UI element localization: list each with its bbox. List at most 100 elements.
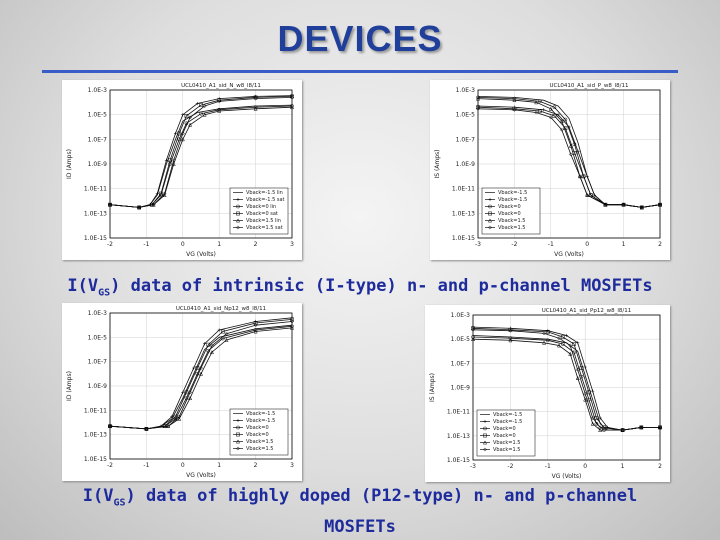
legend-marker — [235, 439, 241, 444]
data-point — [658, 425, 662, 430]
data-point — [137, 205, 142, 210]
data-point — [199, 103, 203, 107]
y-axis-label: ID (Amps) — [66, 149, 73, 179]
data-point — [202, 104, 207, 108]
x-axis-label: VG (Volts) — [186, 251, 216, 258]
data-point — [151, 202, 156, 207]
x-tick-label: -2 — [107, 241, 113, 248]
data-point — [199, 111, 203, 116]
data-point — [471, 335, 475, 339]
y-tick-label: 1.0E-13 — [84, 432, 107, 439]
series-6 — [108, 319, 294, 431]
data-point — [180, 137, 185, 142]
legend-label: Vback=-1.5 — [246, 418, 275, 424]
legend-label: Vback=-1.5 — [498, 190, 527, 196]
title-underline — [42, 70, 678, 73]
legend-marker — [236, 225, 240, 230]
data-point — [560, 342, 565, 346]
legend-marker — [236, 418, 240, 423]
data-point — [559, 127, 564, 132]
data-point — [598, 425, 603, 430]
x-tick-label: 2 — [658, 241, 662, 248]
data-point — [639, 425, 644, 430]
data-point — [508, 338, 513, 343]
legend-marker — [483, 447, 487, 452]
y-tick-label: 1.0E-7 — [451, 360, 470, 367]
legend-label: Vback=0 — [493, 433, 516, 439]
data-point — [560, 335, 565, 339]
data-point — [541, 108, 546, 112]
data-point — [583, 397, 588, 402]
data-point — [177, 416, 182, 421]
chart-svg: UCL0410_A1_sid_Np12_w8_l8/11 1.0E-3 1.0E-5… — [66, 306, 294, 479]
data-point — [290, 104, 294, 108]
legend-label: Vback=-1.5 — [498, 197, 527, 203]
y-tick-label: 1.0E-11 — [452, 186, 475, 193]
data-point — [173, 414, 178, 419]
data-point — [534, 100, 539, 105]
legend-marker — [483, 433, 487, 438]
data-point — [168, 162, 172, 166]
data-point — [564, 333, 569, 338]
data-point — [568, 152, 573, 157]
data-point — [508, 328, 513, 333]
data-point — [166, 424, 171, 429]
data-point — [220, 329, 225, 334]
legend-label: Vback=1.5 sat — [246, 225, 283, 231]
data-point — [224, 337, 229, 342]
data-point — [568, 143, 573, 148]
data-point — [177, 131, 182, 136]
x-tick-label: 1 — [217, 241, 221, 248]
data-point — [475, 96, 481, 101]
series-6 — [476, 106, 662, 210]
data-point — [470, 337, 476, 342]
legend-marker — [236, 446, 240, 451]
legend-label: Vback=1.5 lin — [246, 218, 281, 224]
x-tick-label: 3 — [290, 462, 294, 469]
data-point — [508, 327, 513, 332]
data-point — [253, 323, 258, 328]
y-tick-label: 1.0E-9 — [88, 161, 107, 168]
x-axis-label: VG (Volts) — [554, 251, 584, 258]
data-point — [108, 202, 112, 207]
x-tick-label: -2 — [511, 241, 517, 248]
y-tick-label: 1.0E-5 — [88, 334, 107, 341]
data-point — [583, 391, 588, 396]
y-tick-label: 1.0E-5 — [451, 336, 470, 343]
data-point — [195, 101, 199, 106]
data-point — [224, 331, 229, 336]
chart-svg: UCL0410_A1_sid_N_w8_l8/11 1.0E-3 1.0E-5 1.0… — [66, 83, 294, 258]
y-tick-label: 1.0E-13 — [452, 210, 475, 217]
data-point — [658, 202, 662, 207]
data-point — [559, 118, 564, 123]
data-point — [144, 426, 149, 431]
data-point — [171, 158, 176, 163]
legend-marker — [488, 204, 492, 209]
data-point — [587, 390, 591, 395]
y-tick-label: 1.0E-5 — [88, 112, 107, 119]
data-point — [164, 158, 169, 162]
data-point — [576, 341, 580, 345]
plot-frame — [472, 314, 661, 461]
legend-label: Vback=-1.5 — [246, 411, 275, 417]
y-tick-label: 1.0E-3 — [451, 312, 470, 319]
legend-label: Vback=0 — [246, 432, 269, 438]
y-tick-label: 1.0E-13 — [84, 210, 107, 217]
data-point — [209, 343, 214, 348]
data-point — [639, 205, 644, 210]
data-point — [512, 107, 517, 112]
data-point — [568, 351, 573, 356]
legend-label: Vback=0 — [246, 425, 269, 431]
data-point — [552, 114, 557, 118]
data-point — [598, 427, 603, 432]
caption-intrinsic: I(VGS) data of intrinsic (I-type) n- and… — [67, 276, 653, 299]
data-point — [188, 115, 193, 120]
data-point — [548, 115, 553, 120]
slide-title: DEVICES — [277, 18, 443, 59]
legend-marker — [236, 432, 240, 437]
data-point — [542, 340, 547, 345]
data-point — [155, 191, 159, 196]
legend-label: Vback=0 — [498, 211, 521, 217]
data-point — [594, 416, 599, 420]
data-point — [603, 202, 608, 207]
